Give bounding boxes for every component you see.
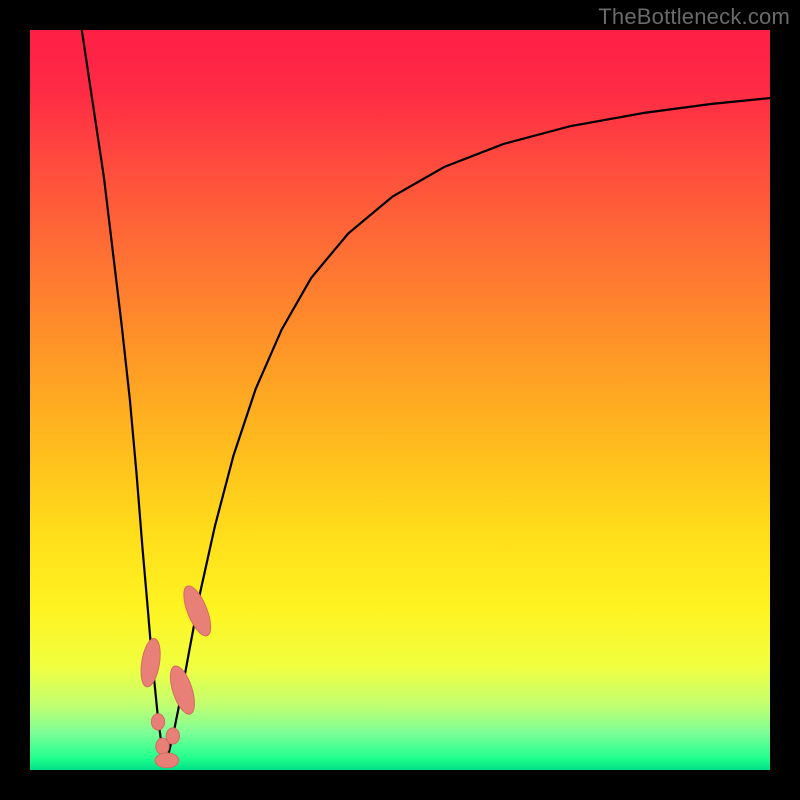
chart-container: TheBottleneck.com [0,0,800,800]
data-marker [151,714,164,730]
data-marker [155,753,179,768]
plot-background [30,30,770,770]
bottleneck-chart [0,0,800,800]
watermark-text: TheBottleneck.com [598,4,790,30]
data-marker [166,728,179,744]
